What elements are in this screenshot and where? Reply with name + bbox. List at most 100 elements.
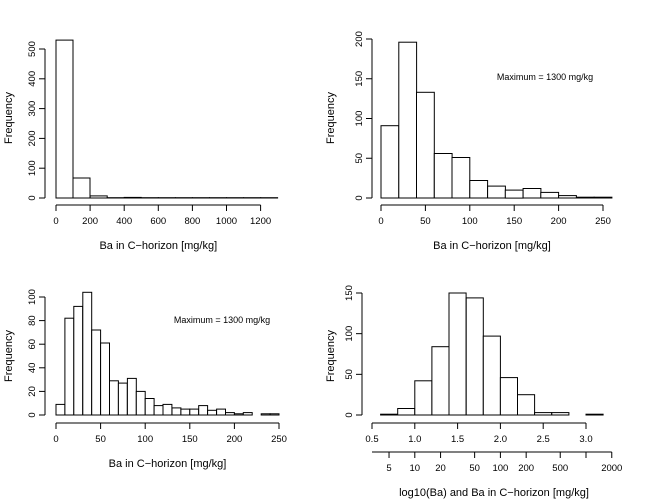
histogram-bar bbox=[451, 157, 471, 199]
y-tick-label: 40 bbox=[27, 363, 38, 374]
x-tick-label: 150 bbox=[182, 434, 198, 445]
histogram-bar bbox=[504, 189, 524, 199]
y-tick-label: 0 bbox=[27, 195, 38, 200]
histogram-bar bbox=[540, 191, 560, 199]
x-axis-title: Ba in C−horizon [mg/kg] bbox=[433, 240, 551, 252]
x-tick-label: 0.5 bbox=[365, 434, 378, 445]
x-tick-label: 1.0 bbox=[408, 434, 421, 445]
secondary-x-tick-label: 2000 bbox=[601, 463, 622, 474]
histogram-bar bbox=[233, 413, 244, 416]
histogram-bar bbox=[380, 413, 399, 416]
y-tick-label: 300 bbox=[27, 101, 38, 117]
y-tick-label: 200 bbox=[354, 31, 365, 47]
y-tick-label: 200 bbox=[27, 130, 38, 146]
x-axis-title: Ba in C−horizon [mg/kg] bbox=[99, 240, 217, 252]
histogram-bar bbox=[117, 382, 128, 416]
y-axis-title: Frequency bbox=[3, 330, 15, 382]
histogram-bar bbox=[585, 413, 604, 416]
histogram-bar bbox=[171, 407, 182, 416]
x-tick-label: 3.0 bbox=[579, 434, 592, 445]
histogram-bar bbox=[64, 317, 75, 416]
y-tick-label: 80 bbox=[27, 315, 38, 326]
x-tick-label: 2.0 bbox=[494, 434, 507, 445]
histogram-bar bbox=[144, 398, 155, 416]
x-tick-label: 50 bbox=[420, 216, 431, 227]
x-tick-label: 200 bbox=[226, 434, 242, 445]
histogram-bar bbox=[109, 380, 119, 416]
histogram-bar bbox=[82, 291, 93, 416]
x-axis-title: Ba in C−horizon [mg/kg] bbox=[109, 458, 227, 470]
histogram-bar bbox=[260, 413, 271, 416]
x-tick-label: 250 bbox=[271, 434, 287, 445]
histogram-bar bbox=[551, 412, 570, 416]
y-axis-title: Frequency bbox=[3, 92, 15, 144]
secondary-x-tick-label: 200 bbox=[518, 463, 534, 474]
histogram-bar bbox=[123, 196, 142, 199]
x-tick-label: 600 bbox=[150, 216, 166, 227]
histogram-bar bbox=[433, 153, 453, 199]
y-tick-label: 100 bbox=[27, 289, 38, 305]
histogram-bar bbox=[55, 403, 66, 416]
secondary-x-tick-label: 50 bbox=[469, 463, 480, 474]
x-tick-label: 100 bbox=[137, 434, 153, 445]
histogram-bar bbox=[269, 413, 280, 416]
histogram-bar bbox=[126, 377, 137, 416]
histogram-bar bbox=[593, 196, 613, 199]
secondary-x-tick-label: 500 bbox=[552, 463, 568, 474]
histogram-bar bbox=[189, 408, 200, 416]
x-axis-title: log10(Ba) and Ba in C−horizon [mg/kg] bbox=[399, 487, 589, 499]
histogram-bar bbox=[398, 41, 418, 199]
histogram-bar bbox=[575, 196, 595, 199]
secondary-x-tick-label: 100 bbox=[492, 463, 508, 474]
x-tick-label: 200 bbox=[82, 216, 98, 227]
y-axis-title: Frequency bbox=[325, 330, 337, 382]
histogram-bar bbox=[534, 412, 553, 416]
x-tick-label: 1200 bbox=[250, 216, 271, 227]
histogram-panel-raw-truncated: 0 50 100 150 200 250 0 50 100 150 200 Ba in C−horiz… bbox=[325, 31, 613, 252]
histogram-bar bbox=[517, 394, 536, 416]
secondary-x-tick-label: 5 bbox=[386, 463, 391, 474]
x-tick-label: 400 bbox=[116, 216, 132, 227]
y-tick-label: 50 bbox=[354, 153, 365, 164]
histogram-bar bbox=[153, 405, 164, 416]
x-tick-label: 0 bbox=[53, 434, 58, 445]
histogram-panel-raw-full: 0 200 400 600 800 1000 1200 0 100 200 300 400 500 Ba … bbox=[3, 39, 279, 252]
y-tick-label: 20 bbox=[27, 386, 38, 397]
y-tick-label: 100 bbox=[354, 111, 365, 127]
x-tick-label: 800 bbox=[184, 216, 200, 227]
x-tick-label: 200 bbox=[551, 216, 567, 227]
y-tick-label: 100 bbox=[27, 160, 38, 176]
histogram-bar bbox=[162, 403, 173, 416]
histogram-panel-log10: 0.5 1.0 1.5 2.0 2.5 3.0 0 50 100 150 5 10 20 50 100 200… bbox=[325, 285, 622, 499]
histogram-bar bbox=[72, 177, 91, 199]
y-tick-label: 60 bbox=[27, 339, 38, 350]
histogram-bar bbox=[198, 405, 209, 416]
maximum-annotation: Maximum = 1300 mg/kg bbox=[174, 315, 270, 325]
y-tick-label: 50 bbox=[344, 369, 355, 380]
x-tick-label: 50 bbox=[95, 434, 106, 445]
x-tick-label: 150 bbox=[506, 216, 522, 227]
histogram-bar bbox=[499, 377, 518, 416]
secondary-x-tick-label: 20 bbox=[435, 463, 446, 474]
histogram-bar bbox=[431, 346, 450, 416]
histogram-bar bbox=[73, 305, 84, 416]
histogram-bar bbox=[469, 180, 489, 199]
y-tick-label: 500 bbox=[27, 41, 38, 57]
histogram-bar bbox=[414, 380, 433, 416]
y-tick-label: 0 bbox=[27, 412, 38, 417]
x-tick-label: 100 bbox=[462, 216, 478, 227]
maximum-annotation: Maximum = 1300 mg/kg bbox=[497, 72, 593, 82]
y-axis-title: Frequency bbox=[325, 92, 337, 144]
histogram-bar bbox=[225, 412, 235, 416]
histogram-bar bbox=[100, 342, 110, 416]
histogram-bar bbox=[135, 390, 146, 416]
y-tick-label: 0 bbox=[354, 195, 365, 200]
x-tick-label: 250 bbox=[595, 216, 611, 227]
x-tick-label: 0 bbox=[53, 216, 58, 227]
histogram-bar bbox=[397, 408, 416, 416]
histogram-bar bbox=[487, 185, 506, 199]
histogram-bar bbox=[55, 39, 74, 199]
y-tick-label: 0 bbox=[344, 412, 355, 417]
histogram-bar bbox=[216, 408, 227, 416]
